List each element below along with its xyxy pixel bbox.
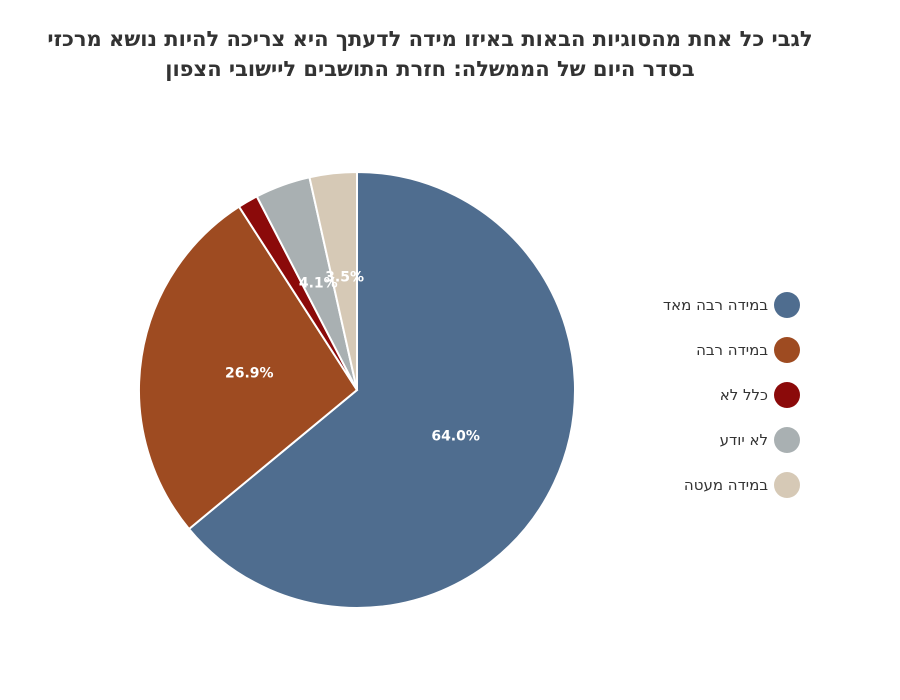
legend-swatch [774, 471, 800, 498]
chart-title-line-2: בסדר היום של הממשלה: חזרת התושבים ליישוב… [165, 57, 695, 81]
slice-value-label: 4.1% [299, 275, 338, 291]
legend-item[interactable]: כלל לא [560, 372, 800, 417]
pie-slice-labels: 64.0% 26.9% 4.1%3.5% [225, 269, 480, 444]
legend-item[interactable]: במידה מעטה [560, 462, 800, 507]
legend-item[interactable]: לא יודע [560, 417, 800, 462]
legend-swatch [774, 426, 800, 453]
chart-legend: במידה רבה מאד במידה רבה כלל לא לא יודע ב… [560, 282, 800, 507]
chart-title-line-1: לגבי כל אחת מהסוגיות הבאות באיזו מידה לד… [47, 27, 813, 51]
slice-value-label: 26.9% [225, 365, 274, 381]
pie-slice[interactable] [187, 170, 576, 609]
legend-swatch [774, 336, 800, 363]
legend-label: לא יודע [719, 430, 768, 449]
legend-item[interactable]: במידה רבה מאד [560, 282, 800, 327]
slice-value-label: 3.5% [325, 269, 364, 285]
pie-slices [138, 170, 576, 609]
pie-slice[interactable] [138, 205, 359, 531]
slice-value-label: 64.0% [431, 428, 480, 444]
legend-swatch [774, 381, 800, 408]
legend-label: במידה רבה [696, 340, 768, 359]
chart-title: לגבי כל אחת מהסוגיות הבאות באיזו מידה לד… [20, 24, 840, 84]
legend-label: במידה רבה מאד [662, 295, 768, 314]
legend-label: כלל לא [719, 385, 768, 404]
legend-label: במידה מעטה [683, 475, 768, 494]
legend-swatch [774, 291, 800, 318]
legend-item[interactable]: במידה רבה [560, 327, 800, 372]
pie-slice[interactable] [308, 170, 358, 391]
